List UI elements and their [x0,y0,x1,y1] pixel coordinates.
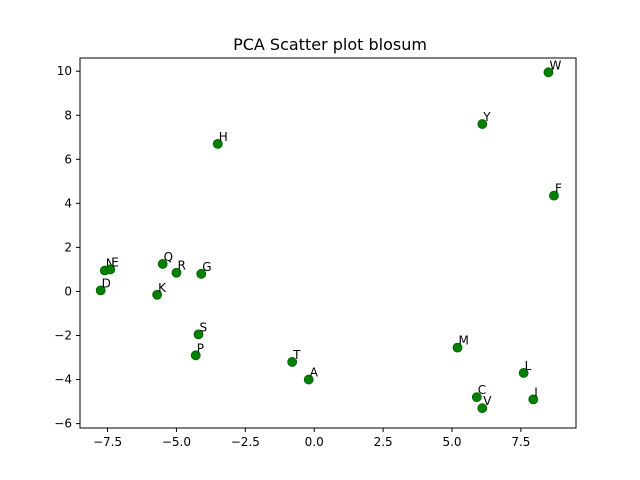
data-point-l [518,368,529,378]
point-label-p: P [197,341,204,355]
point-label-v: V [483,394,492,408]
y-tick-label: −6 [54,417,72,431]
point-label-h: H [219,130,228,144]
axes-frame [79,57,577,429]
x-tick-label: 0.0 [305,435,324,449]
point-label-y: Y [482,110,491,124]
y-tick-label: 8 [64,108,72,122]
point-label-e: E [111,255,119,269]
data-point-a [303,374,314,385]
point-label-q: Q [164,250,173,264]
data-point-g [196,268,207,279]
plot-area: W Y H F NE QR G D K SP TA M L CV I [95,58,562,414]
data-point-k [152,289,163,300]
y-tick-label: 6 [64,152,72,166]
y-tick-label: 10 [57,64,72,78]
data-point-t [287,357,298,367]
point-label-s: S [199,320,207,334]
data-point-h [212,138,223,149]
y-axis: −6 −4 −2 0 2 4 6 8 10 [54,64,80,431]
data-point-d [95,285,106,296]
data-point-c [471,392,482,403]
x-tick-label: −2.5 [231,435,260,449]
chart-title: PCA Scatter plot blosum [233,35,427,54]
point-label-l: L [525,359,532,373]
point-label-g: G [202,260,211,274]
data-point-f [549,190,559,201]
point-label-w: W [549,58,561,72]
data-point-q [157,259,168,269]
point-label-d: D [102,276,111,290]
x-tick-label: −5.0 [162,435,191,449]
y-tick-label: −2 [54,329,72,343]
data-point-m [452,342,463,353]
point-label-m: M [459,334,469,348]
x-tick-label: 2.5 [374,435,393,449]
y-tick-label: 4 [64,196,72,210]
y-tick-label: −4 [54,373,72,387]
data-point-i [528,394,539,405]
data-point-w [543,67,554,78]
data-point-e [105,264,116,275]
x-tick-label: −7.5 [93,435,122,449]
x-tick-label: 7.5 [511,435,530,449]
data-point-s [193,329,204,340]
x-tick-label: 5.0 [442,435,461,449]
point-label-k: K [158,281,167,295]
point-label-n: N [106,257,115,271]
point-label-t: T [292,348,301,362]
point-label-f: F [555,182,562,196]
data-point-y [477,119,488,129]
point-label-c: C [478,383,486,397]
data-point-p [190,350,201,361]
point-label-a: A [310,366,319,380]
point-label-i: I [534,385,538,399]
point-label-r: R [177,259,185,273]
y-tick-label: 2 [64,240,72,254]
y-tick-label: 0 [64,284,72,298]
data-point-r [171,267,182,278]
data-point-v [477,403,488,414]
x-axis: −7.5 −5.0 −2.5 0.0 2.5 5.0 7.5 [93,428,530,449]
